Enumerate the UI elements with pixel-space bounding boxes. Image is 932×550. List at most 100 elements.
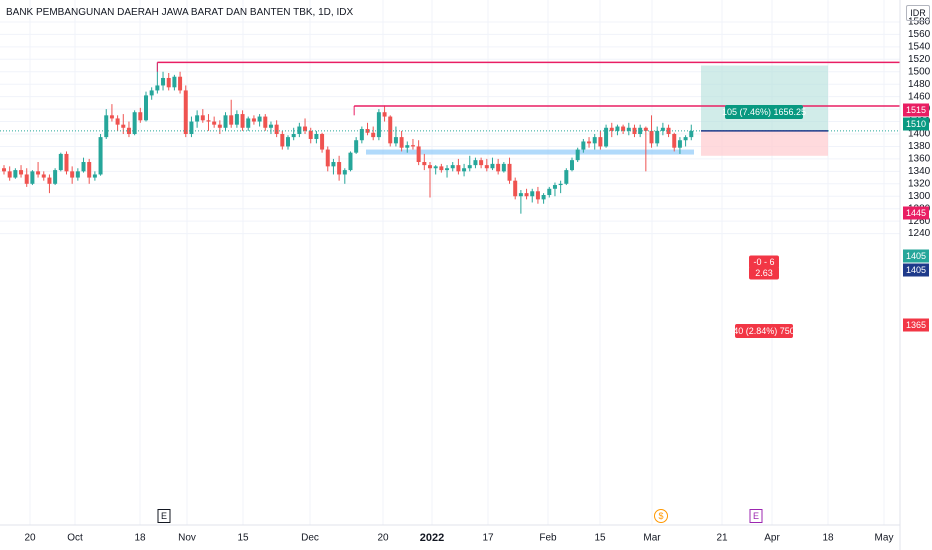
position-zones [366, 65, 828, 156]
candle-body [632, 127, 637, 134]
price-tick-label: 1300 [908, 191, 931, 202]
time-tick-label: Dec [301, 533, 319, 544]
price-tick-label: 1580 [908, 17, 931, 28]
price-tag-label: 1515 [906, 105, 926, 115]
price-tag-label: 1365 [906, 320, 926, 330]
position-labels: 105 (7.46%) 1656.25 -0 - 62.63 40 (2.84%) … [722, 105, 806, 338]
candle-body [172, 76, 177, 88]
candle-body [473, 160, 478, 166]
candle-body [524, 193, 529, 197]
price-tick-label: 1360 [908, 154, 931, 165]
target-label-bg[interactable] [725, 105, 803, 119]
time-tick-label: May [875, 533, 894, 544]
price-tick-label: 1520 [908, 54, 931, 65]
candle-body [149, 90, 154, 96]
candle-body [552, 185, 557, 189]
target-zone[interactable] [701, 65, 828, 131]
price-tag[interactable] [903, 206, 929, 220]
candle-body [672, 134, 677, 148]
candle-body [547, 188, 552, 196]
event-marker-label: E [161, 511, 167, 521]
candle-body [206, 120, 211, 122]
time-tick-label: 20 [377, 533, 389, 544]
price-axis[interactable]: 1580156015401520150014801460144014201400… [899, 0, 931, 550]
price-tag-label: 1405 [906, 251, 926, 261]
price-tag[interactable] [903, 103, 929, 117]
candle-body [109, 115, 114, 119]
candle-body [496, 163, 501, 172]
candle-body [410, 145, 415, 147]
candle-body [47, 177, 52, 184]
candle-body [2, 168, 6, 172]
candle-body [604, 127, 609, 147]
candle-body [643, 127, 648, 131]
price-tag-label: 1405 [906, 265, 926, 275]
candle-body [507, 163, 512, 181]
stop-label-bg[interactable] [735, 324, 793, 338]
candle-body [234, 114, 239, 125]
candle-body [280, 134, 285, 147]
chart-title: BANK PEMBANGUNAN DAERAH JAWA BARAT DAN B… [6, 7, 354, 18]
candle-body [564, 170, 569, 184]
price-tick-label: 1260 [908, 216, 931, 227]
price-tick-label: 1460 [908, 91, 931, 102]
time-axis[interactable]: 20 Oct 18 Nov 15 Dec 20 2022 17 Feb 15 Mar 21 Apr 18 Ma… [0, 524, 900, 544]
candle-body [382, 112, 387, 117]
risk-reward-label-bg[interactable] [749, 266, 779, 280]
price-tag[interactable] [903, 249, 929, 263]
candle-body [257, 116, 262, 122]
time-tick-label: Feb [539, 533, 557, 544]
candle-body [541, 195, 546, 200]
candle-body [41, 174, 46, 178]
candle-body [217, 124, 222, 128]
risk-reward-label: 2.63 [755, 268, 773, 278]
stop-zone[interactable] [701, 130, 828, 156]
price-tick-label: 1240 [908, 228, 931, 239]
time-tick-label: 21 [716, 533, 728, 544]
candle-body [53, 170, 58, 184]
dividend-icon[interactable] [654, 509, 668, 523]
candle-body [70, 171, 75, 178]
candle-body [422, 162, 427, 166]
price-tag[interactable] [903, 263, 929, 277]
candle-body [161, 77, 166, 86]
event-marker-label: E [753, 511, 759, 521]
candle-body [587, 141, 592, 144]
price-tick-label: 1340 [908, 166, 931, 177]
currency-button[interactable]: IDR [906, 5, 930, 21]
candle-body [359, 129, 364, 141]
candle-body [263, 116, 268, 128]
candle-body [138, 112, 143, 121]
candle-body [223, 115, 228, 128]
candle-body [445, 168, 450, 171]
candle-body [484, 165, 489, 169]
chart-grid [0, 0, 900, 525]
candle-body [592, 137, 597, 144]
earnings-icon[interactable] [157, 509, 171, 523]
price-tag-label: 1510 [906, 119, 926, 129]
candle-body [325, 149, 330, 167]
earnings-icon[interactable] [749, 509, 763, 523]
event-marker-label: $ [658, 511, 663, 521]
support-zone[interactable] [366, 149, 694, 155]
candle-body [621, 126, 626, 131]
candle-body [195, 115, 200, 122]
position-qty-label-bg[interactable] [749, 255, 779, 269]
price-tick-label: 1500 [908, 66, 931, 77]
candle-body [178, 76, 183, 91]
price-tag[interactable] [903, 117, 929, 131]
candle-body [433, 166, 438, 169]
candle-body [609, 127, 614, 131]
candle-body [456, 165, 461, 172]
candle-body [439, 166, 444, 171]
candle-body [655, 130, 660, 144]
price-tick-label: 1540 [908, 41, 931, 52]
candle-body [121, 124, 126, 128]
candle-body [626, 127, 631, 131]
candle-body [535, 191, 540, 200]
price-tag[interactable] [903, 318, 929, 332]
candle-body [200, 115, 205, 121]
candle-body [155, 85, 160, 91]
candle-body [30, 171, 35, 184]
